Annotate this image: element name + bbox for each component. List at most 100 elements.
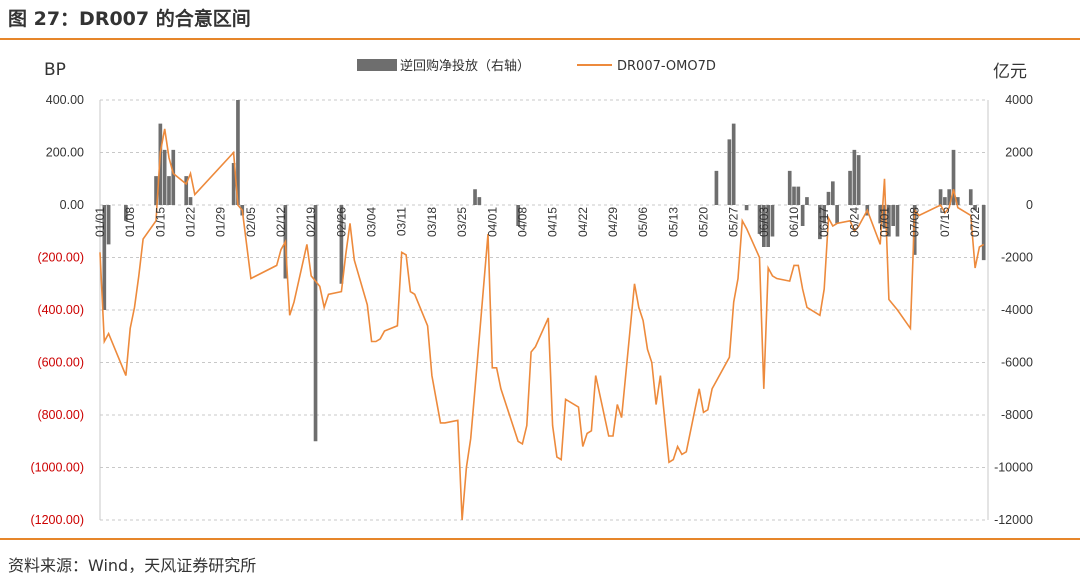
bar (744, 205, 749, 211)
bar (822, 205, 827, 224)
bar (102, 205, 107, 310)
x-tick-label: 07/08 (908, 207, 922, 237)
right-tick-label: -12000 (994, 513, 1033, 527)
bar (938, 189, 943, 205)
left-tick-label: (600.00) (37, 356, 84, 370)
x-tick-label: 04/29 (606, 207, 620, 237)
x-tick-label: 04/08 (515, 207, 529, 237)
left-tick-label: 200.00 (46, 146, 84, 160)
bar (757, 205, 762, 234)
bar (830, 181, 835, 205)
x-tick-label: 07/22 (968, 207, 982, 237)
x-tick-label: 07/15 (938, 207, 952, 237)
title-rule (0, 38, 1080, 40)
x-tick-label: 01/15 (153, 207, 167, 237)
bar (805, 197, 809, 205)
x-tick-label: 01/29 (214, 207, 228, 237)
right-tick-label: -4000 (1001, 303, 1033, 317)
bar (887, 205, 891, 237)
bar (947, 189, 952, 205)
legend-bar-swatch (357, 59, 397, 71)
left-axis-ticks: 400.00 200.00 0.00 (200.00) (400.00) (600.00)… (30, 93, 84, 527)
bar (727, 139, 732, 205)
x-tick-label: 01/08 (123, 207, 137, 237)
bar (236, 100, 240, 205)
x-tick-label: 05/27 (727, 207, 741, 237)
x-tick-label: 05/13 (666, 207, 680, 237)
x-tick-label: 03/04 (365, 207, 379, 237)
bar (106, 205, 111, 245)
bar (878, 205, 883, 224)
bar-series (102, 100, 986, 442)
bar (477, 197, 482, 205)
legend: 逆回购净投放（右轴） DR007-OMO7D (357, 58, 716, 74)
left-tick-label: (1200.00) (30, 513, 84, 527)
right-tick-label: -10000 (994, 461, 1033, 475)
footer-rule (0, 538, 1080, 540)
bar (951, 149, 956, 205)
left-tick-label: 0.00 (60, 198, 84, 212)
bar (826, 191, 831, 205)
dr007-line (99, 128, 985, 521)
bar (473, 189, 477, 205)
bar (787, 170, 792, 205)
bar (516, 205, 520, 226)
x-tick-label: 03/11 (395, 207, 409, 236)
legend-line-label: DR007-OMO7D (617, 59, 716, 74)
left-tick-label: (1000.00) (30, 461, 84, 475)
bar (973, 205, 977, 211)
x-tick-label: 03/25 (455, 207, 469, 237)
dr007-chart: 400.00 200.00 0.00 (200.00) (400.00) (600.00)… (30, 58, 1033, 527)
bar (124, 205, 128, 221)
x-tick-label: 05/06 (636, 207, 650, 237)
x-tick-label: 07/01 (878, 207, 892, 237)
x-axis-ticks: 01/01 01/08 01/15 01/22 01/29 02/05 02/12 02/19… (93, 207, 982, 237)
left-tick-label: (800.00) (37, 408, 84, 422)
bar (714, 170, 719, 205)
right-tick-label: -2000 (1001, 251, 1033, 265)
right-tick-label: 0 (1026, 198, 1033, 212)
left-axis-unit: BP (44, 60, 66, 80)
bar (800, 205, 805, 226)
chart-grid (99, 99, 989, 521)
bar (770, 205, 775, 237)
bar (731, 123, 736, 205)
bar (852, 149, 857, 205)
right-tick-label: -6000 (1001, 356, 1033, 370)
x-tick-label: 02/26 (334, 207, 348, 237)
x-tick-label: 01/22 (184, 207, 198, 237)
right-tick-label: -8000 (1001, 408, 1033, 422)
bar (968, 189, 973, 205)
bar (154, 176, 158, 205)
right-axis-unit: 亿元 (993, 62, 1027, 82)
bar (835, 205, 839, 224)
bar (313, 205, 318, 442)
legend-bar-label: 逆回购净投放（右轴） (400, 58, 530, 74)
bar (167, 176, 171, 205)
bar (171, 149, 176, 205)
x-tick-label: 03/18 (425, 207, 439, 237)
bar (818, 205, 822, 240)
x-tick-label: 06/10 (787, 207, 801, 237)
bar (762, 205, 766, 247)
bar (891, 205, 895, 226)
bar (856, 155, 861, 205)
left-tick-label: (400.00) (37, 303, 84, 317)
left-tick-label: 400.00 (46, 93, 84, 107)
x-tick-label: 01/01 (93, 207, 107, 237)
x-tick-label: 04/22 (576, 207, 590, 237)
x-tick-label: 02/05 (244, 207, 258, 237)
x-tick-label: 06/03 (757, 207, 771, 237)
bar (981, 205, 986, 261)
x-tick-label: 02/19 (304, 207, 318, 237)
left-tick-label: (200.00) (37, 251, 84, 265)
x-tick-label: 05/20 (696, 207, 710, 237)
bar (339, 205, 344, 284)
bar (766, 205, 770, 247)
bar (188, 197, 193, 205)
right-tick-label: 4000 (1005, 93, 1033, 107)
x-tick-label: 02/12 (274, 207, 288, 237)
right-tick-label: 2000 (1005, 146, 1033, 160)
x-tick-label: 04/01 (485, 207, 499, 237)
x-tick-label: 04/15 (546, 207, 560, 237)
